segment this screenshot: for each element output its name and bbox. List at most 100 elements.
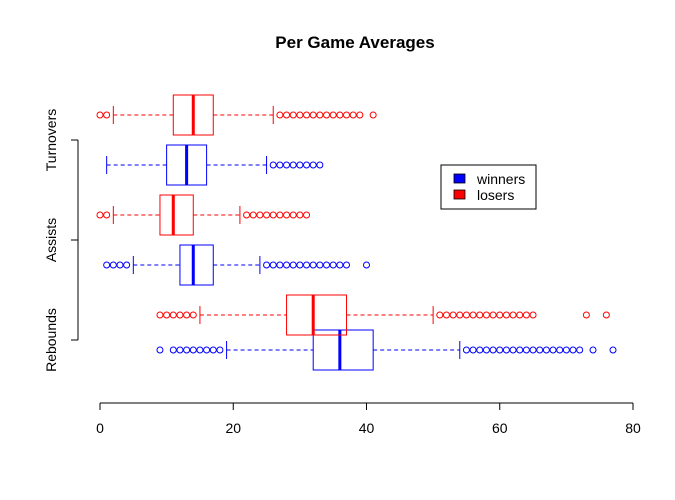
outlier-point [303, 161, 311, 169]
outlier-point [556, 346, 564, 354]
category-label-assists: Assists [43, 218, 59, 262]
outlier-point [329, 111, 337, 119]
legend-swatch-winners [453, 173, 466, 184]
box-turnovers-winners [106, 144, 324, 186]
outlier-point [289, 111, 297, 119]
outlier-point [296, 111, 304, 119]
outlier-point [336, 261, 344, 269]
x-tick-label: 20 [225, 420, 241, 436]
outlier-point [276, 161, 284, 169]
outlier-point [482, 311, 490, 319]
outlier-point [343, 261, 351, 269]
outlier-point [349, 111, 357, 119]
outlier-point [156, 311, 164, 319]
outlier-point [103, 261, 111, 269]
x-tick-label: 60 [492, 420, 508, 436]
x-tick-label: 0 [96, 420, 104, 436]
outlier-point [536, 346, 544, 354]
outlier-point [243, 211, 251, 219]
outlier-point [176, 311, 184, 319]
outlier-point [183, 346, 191, 354]
outlier-point [309, 111, 317, 119]
outlier-point [356, 111, 364, 119]
category-label-turnovers: Turnovers [43, 109, 59, 172]
outlier-point [509, 311, 517, 319]
outlier-point [116, 261, 124, 269]
outlier-point [363, 261, 370, 269]
outlier-point [316, 111, 324, 119]
y-axis: Rebounds Assists Turnovers [43, 109, 79, 372]
outlier-point [476, 346, 484, 354]
x-tick-label: 80 [625, 420, 641, 436]
outlier-point [522, 311, 530, 319]
outlier-point [343, 111, 351, 119]
iqr-box [312, 329, 374, 371]
outlier-point [176, 346, 184, 354]
legend-label-losers: losers [477, 187, 514, 203]
outlier-point [336, 111, 344, 119]
outlier-point [296, 161, 304, 169]
outlier-point [303, 261, 311, 269]
category-label-rebounds: Rebounds [43, 308, 59, 372]
outlier-point [516, 346, 524, 354]
box-assists-losers [96, 194, 311, 236]
outlier-point [309, 161, 317, 169]
outlier-point [156, 346, 164, 354]
outlier-point [323, 111, 331, 119]
outlier-point [602, 311, 610, 319]
outlier-point [283, 111, 291, 119]
outlier-point [296, 261, 304, 269]
x-tick-label: 40 [359, 420, 375, 436]
outlier-point [502, 346, 510, 354]
outlier-point [542, 346, 550, 354]
outlier-point [469, 311, 477, 319]
outlier-point [183, 311, 191, 319]
outlier-point [256, 211, 264, 219]
outlier-point [329, 261, 337, 269]
outlier-point [576, 346, 584, 354]
outlier-point [502, 311, 510, 319]
outlier-point [469, 346, 477, 354]
outlier-point [476, 311, 484, 319]
box-rebounds-losers [156, 294, 610, 336]
outlier-point [189, 311, 197, 319]
outlier-point [189, 346, 197, 354]
box-turnovers-losers [96, 94, 377, 136]
outlier-point [216, 346, 224, 354]
x-axis: 0 20 40 60 80 [96, 402, 641, 436]
outlier-point [316, 261, 324, 269]
outlier-point [516, 311, 524, 319]
outlier-point [449, 311, 457, 319]
outlier-point [123, 261, 131, 269]
iqr-box [179, 244, 214, 286]
outlier-point [496, 311, 504, 319]
iqr-box [286, 294, 348, 336]
outlier-point [96, 211, 104, 219]
outlier-point [276, 111, 284, 119]
outlier-point [169, 311, 177, 319]
box-rebounds-winners [156, 329, 617, 371]
outlier-point [103, 211, 111, 219]
outlier-point [482, 346, 490, 354]
outlier-point [316, 161, 324, 169]
outlier-point [269, 161, 277, 169]
outlier-point [103, 111, 111, 119]
outlier-point [283, 211, 291, 219]
outlier-point [562, 346, 570, 354]
outlier-point [296, 211, 304, 219]
outlier-point [436, 311, 444, 319]
outlier-point [203, 346, 211, 354]
outlier-point [509, 346, 517, 354]
outlier-point [303, 211, 311, 219]
legend-swatch-losers [453, 189, 466, 200]
outlier-point [289, 211, 297, 219]
outlier-point [323, 261, 331, 269]
outlier-point [589, 346, 597, 354]
box-assists-winners [103, 244, 370, 286]
outlier-point [269, 211, 277, 219]
outlier-point [569, 346, 577, 354]
outlier-point [309, 261, 317, 269]
outlier-point [489, 346, 497, 354]
outlier-point [289, 261, 297, 269]
